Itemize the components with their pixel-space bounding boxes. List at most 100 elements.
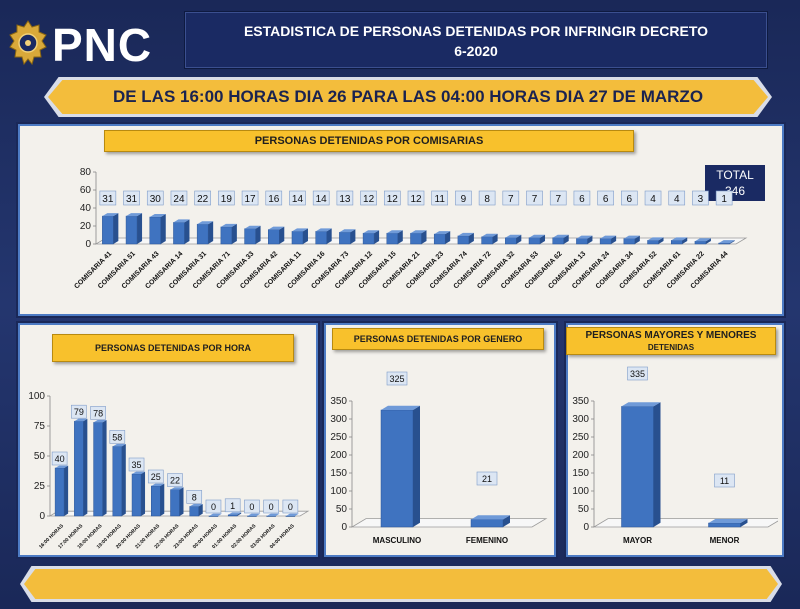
data-label-box bbox=[241, 190, 259, 206]
bar bbox=[131, 473, 142, 517]
page-title: ESTADISTICA DE PERSONAS DETENIDAS POR IN… bbox=[185, 12, 767, 68]
data-label-box bbox=[109, 430, 126, 444]
bar bbox=[433, 233, 446, 245]
data-label: 79 bbox=[74, 407, 84, 417]
category-label: MAYOR bbox=[623, 536, 652, 545]
y-tick-label: 300 bbox=[572, 414, 589, 425]
bar bbox=[505, 237, 517, 245]
data-label-box bbox=[224, 498, 241, 513]
data-label: 21 bbox=[482, 474, 492, 484]
y-tick-label: 75 bbox=[34, 421, 46, 432]
bar-top bbox=[228, 512, 242, 515]
data-label: 22 bbox=[170, 476, 180, 486]
panel-hora bbox=[18, 323, 318, 557]
bar-side bbox=[141, 471, 146, 516]
bar-side bbox=[658, 237, 664, 244]
bar-top bbox=[151, 483, 165, 486]
data-label: 25 bbox=[151, 472, 161, 482]
bar-top bbox=[93, 420, 107, 423]
panel-genero bbox=[324, 323, 556, 557]
footer-banner bbox=[24, 569, 778, 599]
y-tick-label: 60 bbox=[80, 185, 92, 196]
bar bbox=[718, 242, 730, 245]
bar-side bbox=[350, 229, 356, 244]
bar-side bbox=[374, 230, 380, 244]
data-label: 8 bbox=[192, 492, 197, 502]
data-label: 78 bbox=[93, 408, 103, 418]
y-tick-label: 25 bbox=[34, 481, 46, 492]
bar bbox=[576, 238, 588, 245]
bar-top bbox=[481, 233, 498, 237]
bar bbox=[149, 216, 162, 245]
y-tick-label: 350 bbox=[330, 396, 347, 407]
bar bbox=[170, 489, 180, 517]
y-tick-label: 150 bbox=[330, 468, 347, 479]
bar-top bbox=[55, 465, 69, 468]
chart-genero: 0 50 100 150 200 250 300 350 325 MASCULINO 21 FEMEN… bbox=[330, 371, 548, 545]
data-label-box bbox=[386, 371, 408, 386]
data-label-box bbox=[502, 190, 520, 206]
mayores-title-line: PERSONAS MAYORES Y MENORES bbox=[585, 330, 757, 341]
bar bbox=[599, 238, 612, 245]
data-label-box bbox=[383, 190, 401, 206]
bar-top bbox=[268, 226, 285, 230]
data-label: 4 bbox=[674, 194, 680, 205]
data-label: 22 bbox=[197, 194, 209, 205]
logo-text: PNC bbox=[52, 19, 153, 71]
bar bbox=[708, 522, 741, 528]
data-label: 3 bbox=[698, 194, 704, 205]
bar-top bbox=[102, 213, 119, 217]
bar bbox=[470, 519, 504, 528]
y-tick-label: 40 bbox=[80, 203, 92, 214]
data-label-box bbox=[549, 190, 567, 206]
bar-top bbox=[552, 234, 569, 238]
data-label: 9 bbox=[461, 194, 467, 205]
data-label: 0 bbox=[249, 502, 254, 512]
data-label-box bbox=[431, 190, 449, 206]
date-range-banner: DE LAS 16:00 HORAS DIA 26 PARA LAS 04:00… bbox=[48, 80, 768, 114]
bar-top bbox=[600, 235, 617, 239]
bar-top bbox=[126, 213, 143, 217]
bar bbox=[125, 215, 138, 245]
bar bbox=[54, 467, 65, 517]
bar-top bbox=[244, 225, 261, 229]
bar-side bbox=[121, 444, 126, 516]
bar bbox=[647, 240, 659, 245]
bar-top bbox=[505, 234, 522, 238]
bar-top bbox=[621, 402, 661, 407]
bar-top bbox=[623, 235, 640, 239]
y-tick-label: 80 bbox=[80, 167, 92, 178]
data-label: 1 bbox=[230, 501, 235, 511]
bar bbox=[457, 235, 470, 245]
bar bbox=[227, 514, 238, 517]
data-label: 0 bbox=[269, 502, 274, 512]
bar-top bbox=[220, 223, 237, 227]
bar-side bbox=[611, 235, 617, 244]
bar-side bbox=[160, 214, 166, 244]
bar bbox=[285, 515, 296, 517]
data-label: 0 bbox=[288, 502, 293, 512]
bar bbox=[410, 232, 422, 245]
bar-side bbox=[113, 213, 119, 244]
bar bbox=[380, 409, 414, 528]
bar-side bbox=[326, 228, 332, 244]
y-tick-label: 20 bbox=[80, 221, 92, 232]
y-tick-label: 0 bbox=[583, 522, 589, 533]
data-label-box bbox=[123, 190, 140, 206]
bar bbox=[339, 232, 351, 245]
y-tick-label: 300 bbox=[330, 414, 347, 425]
bar-top bbox=[529, 234, 546, 238]
bar bbox=[623, 238, 636, 245]
data-label-box bbox=[715, 190, 733, 206]
y-tick-label: 50 bbox=[336, 504, 348, 515]
data-label: 0 bbox=[211, 502, 216, 512]
bar-top bbox=[671, 237, 688, 241]
bar bbox=[196, 223, 209, 245]
bar-side bbox=[503, 515, 510, 527]
category-label: FEMENINO bbox=[466, 536, 508, 545]
data-label-box bbox=[644, 190, 662, 206]
y-tick-label: 0 bbox=[85, 239, 91, 250]
bar-top bbox=[386, 230, 403, 234]
y-tick-label: 350 bbox=[572, 396, 589, 407]
chart-title-hora: PERSONAS DETENIDAS POR HORA bbox=[52, 334, 294, 362]
